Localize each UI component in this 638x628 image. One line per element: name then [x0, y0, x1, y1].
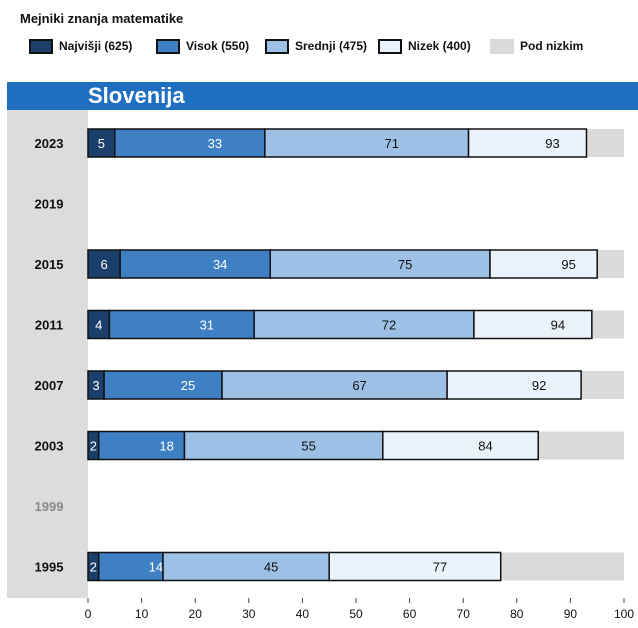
bar-segment [489, 249, 598, 279]
bar-segment [473, 309, 593, 340]
x-tick-label: 100 [614, 607, 634, 621]
legend: Mejniki znanja matematike Najvišji (625)… [0, 0, 638, 64]
data-label: 77 [433, 560, 447, 575]
x-tick-label: 80 [510, 607, 524, 621]
data-label: 14 [149, 560, 163, 575]
bar-segment [253, 309, 475, 340]
legend-item-nizek: Nizek (400) [378, 37, 471, 55]
bar-segment [446, 370, 582, 400]
legend-label-pod-nizkim: Pod nizkim [520, 39, 584, 53]
data-label: 92 [532, 378, 546, 393]
year-label-column [7, 110, 88, 598]
category-label: 1995 [35, 560, 64, 575]
legend-label-nizek: Nizek (400) [408, 39, 471, 53]
data-label: 67 [352, 378, 366, 393]
data-label: 55 [301, 439, 315, 454]
bar-segment [264, 128, 470, 158]
legend-label-visok: Visok (550) [186, 39, 250, 53]
bar-segment [97, 551, 164, 582]
legend-item-pod-nizkim: Pod nizkim [490, 37, 583, 55]
legend-swatch-najvisji [29, 38, 53, 54]
data-label: 5 [98, 136, 105, 151]
category-label: 2023 [35, 136, 64, 151]
bar-segment [162, 551, 330, 582]
data-label: 71 [384, 136, 398, 151]
category-label: 1999 [35, 499, 64, 514]
data-label: 31 [200, 318, 214, 333]
bar-segment [114, 128, 266, 158]
x-tick-label: 40 [296, 607, 310, 621]
data-label: 95 [561, 257, 575, 272]
bar-segment [119, 249, 271, 279]
legend-swatch-pod-nizkim [490, 38, 514, 54]
category-label: 2007 [35, 378, 64, 393]
legend-item-visok: Visok (550) [156, 37, 249, 55]
legend-title: Mejniki znanja matematike [20, 11, 184, 26]
country-band [7, 82, 638, 110]
data-label: 3 [92, 378, 99, 393]
bar-segment [97, 430, 186, 461]
data-label: 33 [208, 136, 222, 151]
bar-segment [382, 430, 539, 461]
legend-item-najvisji: Najvišji (625) [29, 37, 132, 55]
x-tick-label: 90 [564, 607, 578, 621]
data-label: 34 [213, 257, 227, 272]
bar-segment [328, 551, 502, 582]
bar-segment [103, 370, 223, 400]
legend-swatch-nizek [378, 38, 402, 54]
category-label: 2015 [35, 257, 64, 272]
data-label: 4 [95, 318, 102, 333]
legend-label-srednji: Srednji (475) [295, 39, 368, 53]
x-tick-label: 30 [242, 607, 256, 621]
data-label: 72 [382, 318, 396, 333]
x-tick-label: 10 [135, 607, 149, 621]
bar-segment [108, 309, 255, 340]
chart-title: Slovenija [88, 83, 185, 108]
data-label: 84 [478, 439, 492, 454]
bar-segment [221, 370, 448, 400]
data-label: 93 [545, 136, 559, 151]
category-label: 2003 [35, 439, 64, 454]
legend-label-najvisji: Najvišji (625) [59, 39, 133, 53]
legend-swatch-visok [156, 38, 180, 54]
data-label: 94 [551, 318, 565, 333]
x-tick-label: 0 [85, 607, 92, 621]
data-label: 25 [181, 378, 195, 393]
data-label: 6 [100, 257, 107, 272]
bar-segment [87, 128, 116, 158]
bar-segment [467, 128, 588, 158]
category-label: 2011 [35, 318, 63, 333]
category-label: 2019 [35, 197, 64, 212]
data-label: 45 [264, 560, 278, 575]
data-label: 75 [398, 257, 412, 272]
bar-segment [269, 249, 491, 279]
data-label: 2 [90, 439, 97, 454]
x-tick-label: 20 [189, 607, 203, 621]
legend-item-srednji: Srednji (475) [265, 37, 367, 55]
data-label: 2 [90, 560, 97, 575]
x-tick-label: 70 [457, 607, 471, 621]
data-label: 18 [159, 439, 173, 454]
bar-segment [183, 430, 384, 461]
legend-swatch-srednji [265, 38, 289, 54]
x-tick-label: 60 [403, 607, 417, 621]
x-tick-label: 50 [349, 607, 363, 621]
